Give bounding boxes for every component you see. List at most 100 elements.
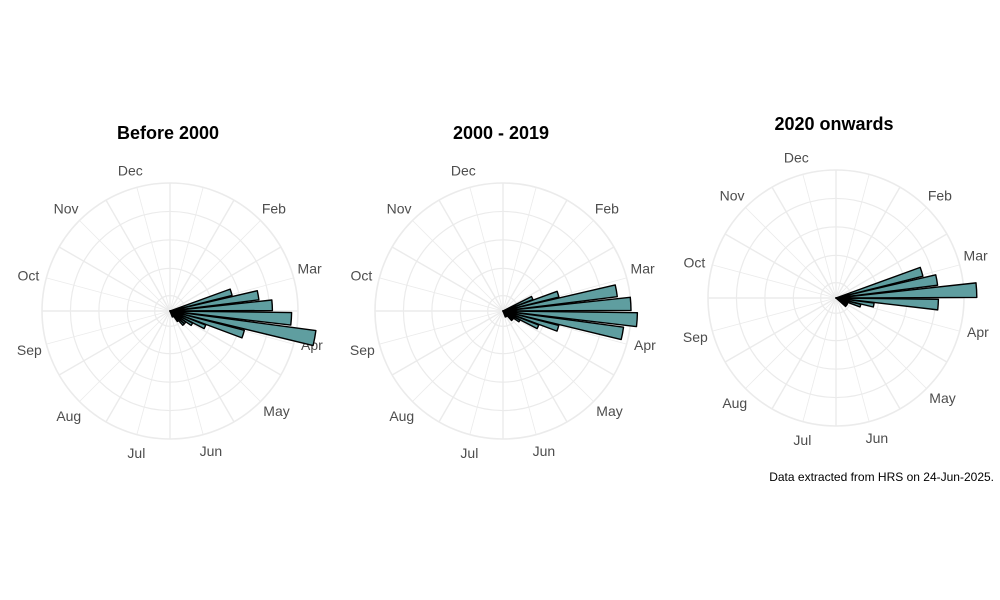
grid-spoke bbox=[502, 199, 568, 312]
grid-spoke bbox=[745, 207, 837, 299]
polar-bar bbox=[169, 290, 260, 312]
polar-bar bbox=[169, 310, 317, 347]
bar-series bbox=[835, 266, 978, 311]
month-label-mar: Mar bbox=[631, 260, 655, 276]
grid-spoke bbox=[469, 187, 504, 312]
grid-spoke bbox=[169, 246, 282, 312]
bar-series bbox=[502, 284, 639, 341]
grid-spoke bbox=[58, 246, 171, 312]
month-label-jun: Jun bbox=[200, 443, 223, 459]
grid-spoke bbox=[502, 310, 615, 376]
month-label-sep: Sep bbox=[683, 329, 708, 345]
grid-spoke bbox=[169, 310, 261, 402]
month-label-aug: Aug bbox=[56, 408, 81, 424]
grid-spoke bbox=[502, 310, 568, 423]
grid-spoke bbox=[835, 297, 870, 422]
grid-spoke bbox=[379, 310, 504, 345]
grid-spoke bbox=[136, 187, 171, 312]
grid-spoke bbox=[835, 207, 927, 299]
grid-spoke bbox=[79, 310, 171, 402]
grid-spoke bbox=[169, 220, 261, 312]
grid-spoke bbox=[46, 277, 171, 312]
grid-spoke bbox=[169, 187, 204, 312]
polar-bar bbox=[502, 284, 618, 312]
grid-spoke bbox=[835, 297, 927, 389]
month-label-aug: Aug bbox=[389, 408, 414, 424]
grid-spoke bbox=[58, 310, 171, 376]
polar-grid bbox=[707, 169, 965, 427]
grid-spoke bbox=[469, 310, 504, 435]
panel-title: Before 2000 bbox=[117, 123, 219, 143]
month-label-jun: Jun bbox=[866, 430, 889, 446]
polar-panel-2020-onwards: 2020 onwards Feb Mar Apr May Jun Jul Aug Sep Oct N… bbox=[683, 114, 989, 448]
grid-spoke bbox=[438, 310, 504, 423]
month-label-nov: Nov bbox=[387, 200, 412, 216]
month-label-feb: Feb bbox=[928, 187, 952, 203]
grid-spoke bbox=[835, 297, 948, 363]
month-label-dec: Dec bbox=[118, 163, 143, 179]
month-label-may: May bbox=[596, 403, 622, 419]
month-label-oct: Oct bbox=[17, 268, 39, 284]
grid-spoke bbox=[724, 297, 837, 363]
grid-spoke bbox=[438, 199, 504, 312]
grid-spoke bbox=[391, 246, 504, 312]
grid-spoke bbox=[802, 174, 837, 299]
month-label-apr: Apr bbox=[634, 337, 656, 353]
grid-spoke bbox=[391, 310, 504, 376]
month-label-mar: Mar bbox=[964, 247, 988, 263]
grid-spoke bbox=[835, 174, 870, 299]
polar-bar bbox=[835, 297, 848, 308]
polar-panel-2000-2019: 2000 - 2019 Feb Mar Apr May Jun Jul Aug Sep Oct No… bbox=[350, 123, 656, 461]
month-label-jul: Jul bbox=[127, 445, 145, 461]
grid-spoke bbox=[745, 297, 837, 389]
grid-spoke bbox=[379, 277, 504, 312]
grid-spoke bbox=[46, 310, 171, 345]
grid-spoke bbox=[105, 310, 171, 423]
polar-bar bbox=[169, 310, 174, 318]
month-label-may: May bbox=[263, 403, 289, 419]
panel-title: 2000 - 2019 bbox=[453, 123, 549, 143]
polar-bar bbox=[502, 310, 507, 318]
polar-bar bbox=[835, 282, 978, 299]
grid-spoke bbox=[502, 220, 594, 312]
month-label-dec: Dec bbox=[451, 163, 476, 179]
month-label-dec: Dec bbox=[784, 150, 809, 166]
grid-spoke bbox=[802, 297, 837, 422]
grid-spoke bbox=[502, 310, 594, 402]
month-label-feb: Feb bbox=[262, 200, 286, 216]
grid-spoke bbox=[712, 297, 837, 332]
month-label-nov: Nov bbox=[54, 200, 79, 216]
bar-series bbox=[169, 288, 317, 347]
month-label-jul: Jul bbox=[460, 445, 478, 461]
grid-spoke bbox=[105, 199, 171, 312]
grid-spoke bbox=[771, 297, 837, 410]
grid-spoke bbox=[771, 186, 837, 299]
grid-spoke bbox=[79, 220, 171, 312]
month-label-feb: Feb bbox=[595, 200, 619, 216]
month-label-jun: Jun bbox=[533, 443, 556, 459]
grid-spoke bbox=[502, 246, 615, 312]
grid-spoke bbox=[169, 199, 235, 312]
grid-spoke bbox=[835, 233, 948, 299]
month-label-mar: Mar bbox=[298, 260, 322, 276]
panel-title: 2020 onwards bbox=[774, 114, 893, 134]
grid-spoke bbox=[835, 297, 901, 410]
grid-spoke bbox=[835, 186, 901, 299]
polar-bar bbox=[502, 290, 560, 312]
month-label-apr: Apr bbox=[967, 324, 989, 340]
grid-spoke bbox=[136, 310, 171, 435]
month-label-nov: Nov bbox=[720, 187, 745, 203]
grid-spoke bbox=[412, 310, 504, 402]
polar-bar bbox=[502, 296, 632, 312]
month-label-jul: Jul bbox=[793, 432, 811, 448]
polar-bar bbox=[169, 299, 274, 312]
grid-spoke bbox=[502, 187, 537, 312]
grid-spoke bbox=[502, 310, 537, 435]
polar-bar bbox=[835, 266, 924, 299]
polar-bar bbox=[835, 274, 939, 299]
grid-spoke bbox=[412, 220, 504, 312]
polar-panel-before-2000: Before 2000FebMarAprMayJunJulAugSepOctNo… bbox=[17, 123, 323, 461]
month-label-sep: Sep bbox=[350, 342, 375, 358]
month-label-may: May bbox=[929, 390, 955, 406]
